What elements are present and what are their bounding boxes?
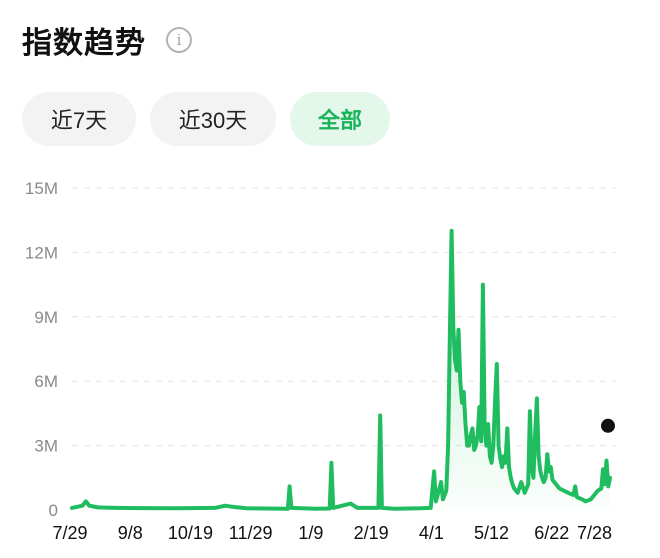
x-tick-label: 10/19 <box>168 523 213 543</box>
y-tick-label: 0 <box>49 501 58 520</box>
header: 指数趋势 i <box>22 18 192 62</box>
x-tick-label: 11/29 <box>229 523 273 543</box>
x-tick-label: 2/19 <box>354 523 389 543</box>
x-tick-label: 6/22 <box>534 523 569 543</box>
trend-chart: 0 3M 6M 9M 12M 15M 7/29 9/8 10/19 11/29 1/9 2/19 4/… <box>25 179 616 543</box>
y-tick-label: 9M <box>34 308 58 327</box>
y-tick-label: 6M <box>34 372 58 391</box>
x-tick-label: 7/28 <box>577 523 612 543</box>
latest-point-marker[interactable] <box>601 418 615 433</box>
tab-7-days[interactable]: 近7天 <box>22 92 136 146</box>
x-tick-label: 9/8 <box>118 523 143 543</box>
x-tick-label: 7/29 <box>52 523 87 543</box>
y-tick-label: 3M <box>34 437 58 456</box>
x-tick-label: 1/9 <box>298 523 323 543</box>
series-line <box>70 228 612 511</box>
x-tick-label: 5/12 <box>474 523 509 543</box>
y-tick-label: 15M <box>25 179 58 198</box>
y-tick-label: 12M <box>25 243 58 262</box>
range-tabs: 近7天 近30天 全部 <box>22 92 390 146</box>
x-tick-label: 4/1 <box>419 523 444 543</box>
tab-all[interactable]: 全部 <box>290 92 390 146</box>
tab-30-days[interactable]: 近30天 <box>150 92 276 146</box>
info-icon[interactable]: i <box>166 27 192 53</box>
page-title: 指数趋势 <box>22 27 146 60</box>
